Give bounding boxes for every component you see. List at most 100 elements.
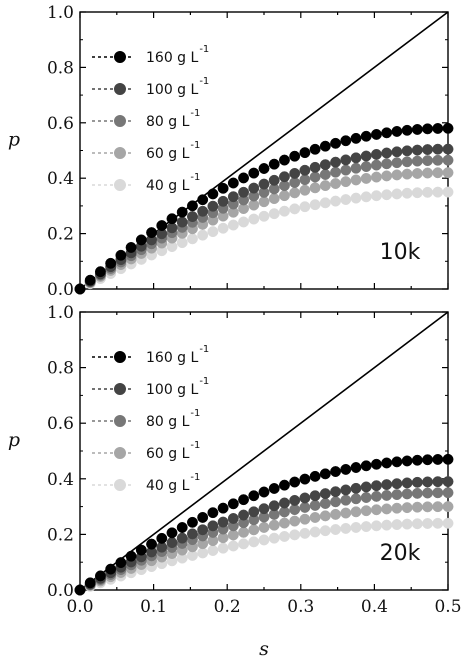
data-point [432, 154, 444, 166]
data-point [258, 503, 270, 515]
data-point [207, 200, 219, 212]
data-point [248, 490, 260, 502]
data-point [422, 123, 434, 135]
data-point [330, 466, 342, 477]
panel-tag: 10k [380, 240, 421, 265]
data-point [176, 237, 188, 249]
data-point [227, 177, 239, 189]
data-point [340, 463, 352, 475]
legend-entry-sup: -1 [190, 472, 200, 483]
data-point [289, 167, 301, 179]
data-point [340, 176, 352, 188]
data-point [197, 194, 209, 206]
data-point [197, 205, 209, 217]
data-point [238, 494, 250, 506]
data-point [340, 154, 352, 166]
legend-entry: 40 g L [146, 478, 190, 494]
x-tick-label: 0.2 [214, 597, 241, 617]
data-point [176, 532, 188, 544]
data-point [278, 531, 290, 542]
data-point [186, 211, 198, 223]
data-point [411, 487, 423, 499]
data-point [197, 524, 209, 536]
data-point [207, 545, 219, 556]
data-point [227, 191, 239, 203]
data-point [330, 166, 342, 178]
data-point [105, 257, 117, 269]
data-point [422, 518, 434, 529]
legend-entry: 160 g L [146, 350, 199, 366]
data-point [227, 540, 239, 552]
data-point [84, 577, 96, 589]
data-point [340, 164, 352, 176]
data-point [268, 208, 280, 220]
data-point [227, 529, 239, 541]
data-point [258, 534, 270, 546]
data-point [186, 200, 198, 212]
data-point [350, 162, 362, 174]
data-point [299, 147, 311, 159]
data-point [422, 476, 434, 488]
data-point [340, 194, 352, 205]
data-point [278, 497, 290, 509]
data-point [381, 519, 393, 531]
data-point [135, 234, 147, 246]
data-point [401, 156, 413, 168]
data-point [401, 488, 413, 500]
data-point [125, 242, 137, 253]
data-point [350, 174, 362, 186]
data-point [391, 157, 403, 169]
data-point [278, 517, 290, 529]
data-point [248, 506, 260, 518]
data-point [146, 227, 158, 239]
x-tick-label: 0.4 [361, 597, 388, 617]
data-point [299, 184, 311, 196]
data-point [319, 140, 331, 152]
legend-marker [114, 479, 126, 491]
data-point [370, 171, 382, 183]
data-point [289, 476, 301, 488]
data-point [248, 167, 260, 179]
data-point [319, 180, 331, 192]
data-point [299, 473, 311, 485]
panel-tag: 20k [380, 541, 421, 566]
data-point [350, 192, 362, 204]
legend-entry-sup: -1 [199, 44, 209, 55]
data-point [268, 500, 280, 512]
data-point [350, 482, 362, 494]
data-point [238, 186, 250, 198]
data-point [309, 143, 321, 155]
data-point [432, 487, 444, 499]
data-point [401, 145, 413, 157]
data-point [401, 168, 413, 180]
data-point [360, 150, 372, 162]
data-point [319, 525, 331, 537]
data-point [84, 274, 96, 286]
y-tick-label: 1.0 [47, 303, 74, 323]
data-point [381, 127, 393, 139]
data-point [319, 510, 331, 522]
data-point [432, 453, 444, 465]
data-point [238, 216, 250, 228]
legend-entry-sup: -1 [190, 172, 200, 183]
data-point [309, 490, 321, 502]
data-point [330, 496, 342, 508]
data-point [197, 511, 209, 523]
data-point [422, 167, 434, 179]
data-point [442, 143, 454, 155]
y-tick-label: 0.6 [47, 414, 74, 434]
legend-entry: 40 g L [146, 178, 190, 194]
data-point [248, 182, 260, 194]
y-tick-label: 0.4 [47, 169, 74, 189]
data-point [227, 219, 239, 231]
data-point [411, 124, 423, 135]
data-point [248, 524, 260, 536]
data-point [370, 148, 382, 160]
data-point [207, 226, 219, 238]
data-point [432, 476, 444, 488]
y-tick-label: 0.4 [47, 470, 74, 490]
data-point [166, 213, 178, 225]
